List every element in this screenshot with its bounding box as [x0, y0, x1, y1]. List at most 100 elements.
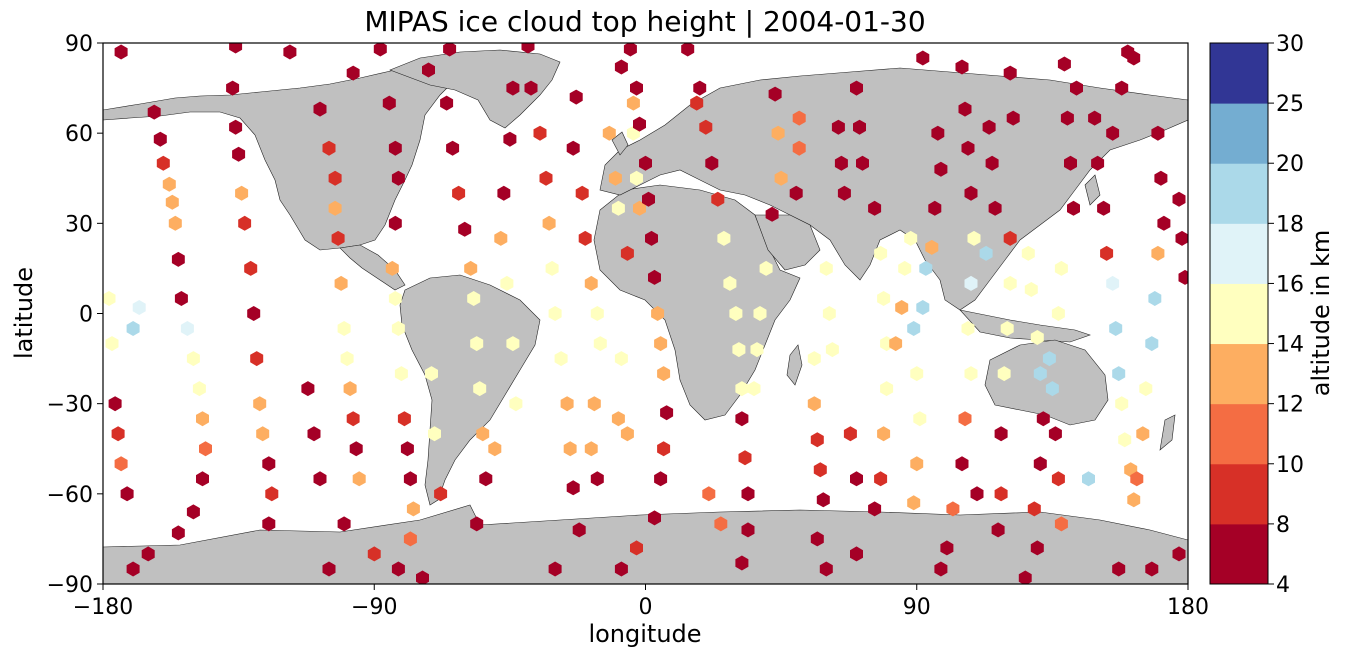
- cloud-top-marker: [877, 291, 891, 306]
- colorbar-tick-label: 8: [1276, 513, 1290, 538]
- cloud-top-marker: [367, 546, 381, 562]
- cloud-top-marker: [919, 260, 933, 276]
- cloud-top-marker: [889, 336, 903, 352]
- cloud-top-marker: [874, 471, 888, 487]
- map-plot-area: [102, 42, 1189, 585]
- cloud-top-marker: [1054, 260, 1068, 276]
- cloud-top-marker: [488, 441, 502, 457]
- colorbar-segment: [1210, 163, 1268, 224]
- cloud-top-marker: [174, 291, 188, 306]
- cloud-top-marker: [1030, 540, 1044, 556]
- cloud-top-marker: [946, 501, 960, 517]
- cloud-top-marker: [563, 441, 577, 457]
- cloud-top-marker: [771, 125, 785, 141]
- cloud-top-marker: [807, 396, 821, 412]
- cloud-top-marker: [322, 561, 336, 577]
- cloud-top-marker: [578, 230, 592, 246]
- cloud-top-marker: [735, 411, 749, 427]
- cloud-top-marker: [988, 200, 1002, 216]
- cloud-top-marker: [651, 306, 665, 321]
- y-axis-label: latitude: [10, 267, 38, 359]
- cloud-top-marker: [497, 185, 511, 201]
- cloud-top-marker: [1097, 200, 1111, 216]
- cloud-top-marker: [452, 185, 466, 201]
- colorbar-tick-label: 16: [1276, 272, 1304, 297]
- cloud-top-marker: [180, 321, 194, 336]
- cloud-top-marker: [916, 300, 930, 315]
- cloud-top-marker: [1024, 282, 1038, 297]
- cloud-top-marker: [156, 155, 170, 171]
- cloud-top-marker: [590, 471, 604, 487]
- cloud-top-marker: [403, 531, 417, 547]
- cloud-top-marker: [825, 342, 839, 358]
- cloud-top-marker: [569, 89, 583, 105]
- cloud-top-marker: [705, 155, 719, 171]
- cloud-top-marker: [738, 450, 752, 466]
- cloud-top-marker: [898, 260, 912, 276]
- cloud-top-marker: [394, 366, 408, 382]
- land-antarctica: [103, 504, 1188, 584]
- cloud-top-marker: [114, 44, 128, 60]
- cloud-top-marker: [397, 411, 411, 427]
- cloud-top-marker: [1003, 230, 1017, 246]
- cloud-top-marker: [853, 119, 866, 135]
- colorbar-segment: [1210, 463, 1268, 525]
- cloud-top-marker: [470, 516, 484, 532]
- cloud-top-marker: [630, 80, 643, 96]
- cloud-top-marker: [642, 191, 655, 207]
- cloud-top-marker: [958, 101, 972, 117]
- cloud-top-marker: [307, 426, 321, 442]
- cloud-top-marker: [1145, 336, 1159, 352]
- cloud-top-marker: [723, 275, 737, 291]
- land-eurasia: [599, 67, 1188, 311]
- cloud-top-marker: [250, 351, 264, 367]
- cloud-top-marker: [1136, 426, 1150, 442]
- cloud-top-marker: [614, 561, 628, 577]
- cloud-top-marker: [108, 396, 122, 412]
- cloud-top-marker: [654, 336, 668, 352]
- cloud-top-marker: [313, 101, 327, 117]
- cloud-top-marker: [1045, 381, 1059, 397]
- cloud-top-marker: [753, 306, 767, 321]
- cloud-top-marker: [566, 480, 580, 496]
- cloud-top-marker: [1054, 516, 1068, 532]
- cloud-top-marker: [735, 555, 749, 571]
- cloud-top-marker: [1064, 155, 1077, 171]
- cloud-top-marker: [196, 411, 209, 427]
- cloud-top-marker: [385, 260, 399, 276]
- cloud-top-marker: [509, 396, 523, 412]
- cloud-top-marker: [868, 501, 882, 517]
- cloud-top-marker: [340, 351, 354, 367]
- cloud-top-marker: [1115, 80, 1129, 96]
- land-south-america: [399, 274, 541, 506]
- cloud-top-marker: [822, 306, 836, 321]
- colorbar-label: altitude in km: [1307, 230, 1335, 397]
- cloud-top-marker: [717, 230, 731, 246]
- cloud-top-marker: [539, 170, 553, 186]
- cloud-top-marker: [792, 110, 806, 126]
- colorbar: 4 8 10 12 14 16 18 20 25 30: [1209, 32, 1304, 598]
- cloud-top-marker: [904, 230, 918, 246]
- y-tick-label: −60: [47, 483, 93, 508]
- cloud-top-marker: [1003, 275, 1017, 291]
- land-australia: [984, 339, 1109, 426]
- cloud-top-marker: [657, 441, 671, 457]
- cloud-top-marker: [630, 540, 643, 556]
- cloud-top-marker: [816, 492, 830, 508]
- chart-title: MIPAS ice cloud top height | 2004-01-30: [364, 5, 925, 38]
- cloud-top-marker: [970, 486, 984, 502]
- cloud-top-marker: [850, 471, 863, 487]
- cloud-top-marker: [813, 462, 827, 478]
- cloud-top-marker: [470, 336, 484, 352]
- cloud-top-marker: [1100, 245, 1114, 261]
- cloud-top-marker: [422, 62, 435, 78]
- colorbar-segment: [1210, 103, 1268, 164]
- cloud-top-marker: [1148, 291, 1162, 306]
- cloud-top-marker: [732, 342, 746, 358]
- cloud-top-marker: [985, 155, 999, 171]
- cloud-top-marker: [253, 396, 267, 412]
- cloud-top-marker: [446, 140, 460, 156]
- cloud-top-markers: [103, 43, 1188, 584]
- cloud-top-marker: [105, 336, 119, 352]
